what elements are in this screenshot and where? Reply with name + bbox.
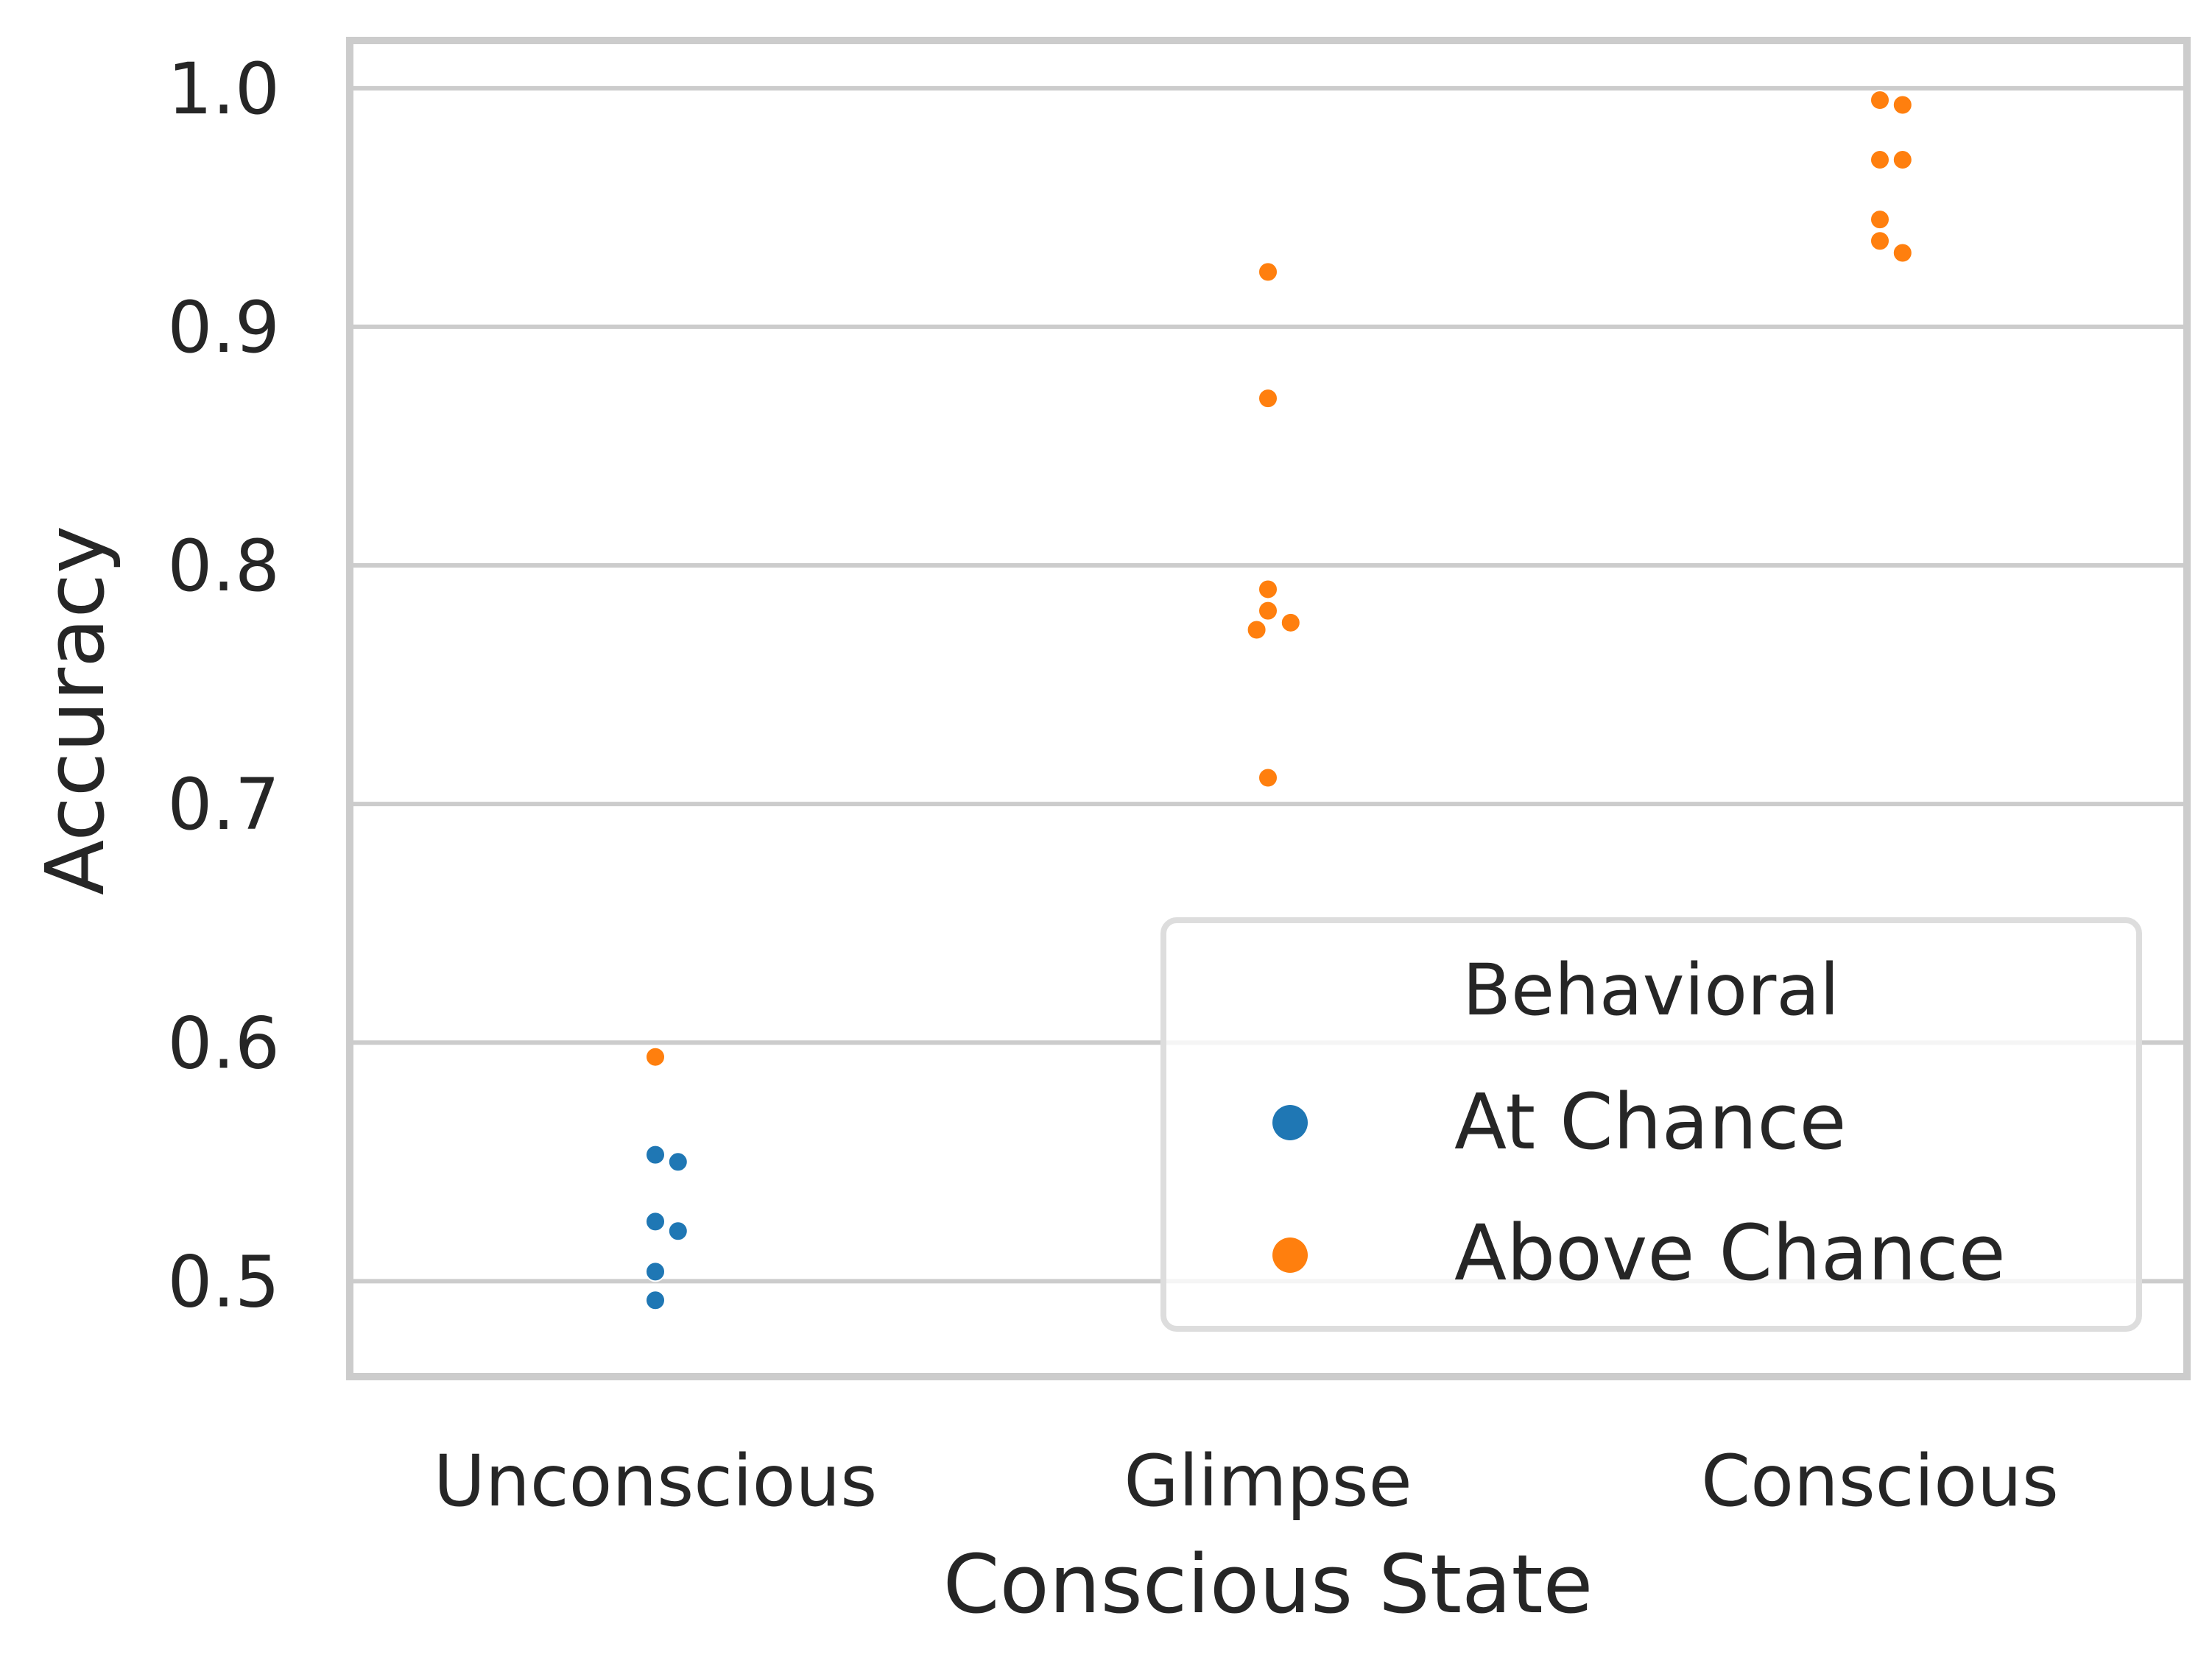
y-tick-label: 0.7	[167, 763, 280, 846]
y-tick-label: 0.6	[167, 1002, 280, 1084]
data-point	[1246, 619, 1267, 640]
legend-label-at-chance: At Chance	[1454, 1077, 1847, 1167]
data-point	[645, 1144, 666, 1165]
y-axis-title: Accuracy	[28, 526, 122, 895]
data-point	[1870, 149, 1890, 171]
y-tick-label: 0.9	[167, 286, 280, 369]
x-tick-labels: Unconscious Glimpse Conscious	[434, 1440, 2059, 1522]
plot-frame	[346, 37, 2191, 1380]
x-axis-title: Conscious State	[943, 1537, 1593, 1631]
data-point	[1258, 388, 1278, 409]
data-points	[645, 90, 1913, 1311]
data-point	[1892, 242, 1913, 264]
legend-title: Behavioral	[1462, 949, 1839, 1031]
x-tick-label: Glimpse	[1124, 1440, 1412, 1522]
legend: Behavioral At Chance Above Chance	[1160, 917, 2142, 1332]
y-tick-label: 0.5	[167, 1240, 280, 1323]
data-point	[1258, 261, 1278, 283]
data-point	[1258, 767, 1278, 788]
x-tick-label: Unconscious	[434, 1440, 878, 1522]
legend-label-above-chance: Above Chance	[1454, 1208, 2006, 1298]
legend-frame	[1160, 917, 2142, 1332]
data-point	[667, 1151, 688, 1173]
data-point	[1892, 149, 1913, 171]
data-point	[1870, 209, 1890, 230]
data-point	[667, 1221, 688, 1242]
y-tick-labels: 0.5 0.6 0.7 0.8 0.9 1.0	[167, 48, 280, 1324]
data-point	[1258, 600, 1278, 621]
y-tick-label: 0.8	[167, 525, 280, 607]
data-point	[1892, 94, 1913, 116]
data-point	[645, 1046, 666, 1067]
data-point	[645, 1211, 666, 1232]
y-tick-label: 1.0	[167, 48, 280, 130]
data-point	[1280, 612, 1301, 633]
data-point	[1870, 90, 1890, 111]
legend-marker-at-chance	[1272, 1105, 1308, 1140]
data-point	[1258, 579, 1278, 600]
x-tick-label: Conscious	[1701, 1440, 2059, 1522]
data-point	[1870, 230, 1890, 252]
legend-marker-above-chance	[1272, 1237, 1308, 1273]
data-point	[645, 1261, 666, 1282]
data-point	[645, 1290, 666, 1311]
